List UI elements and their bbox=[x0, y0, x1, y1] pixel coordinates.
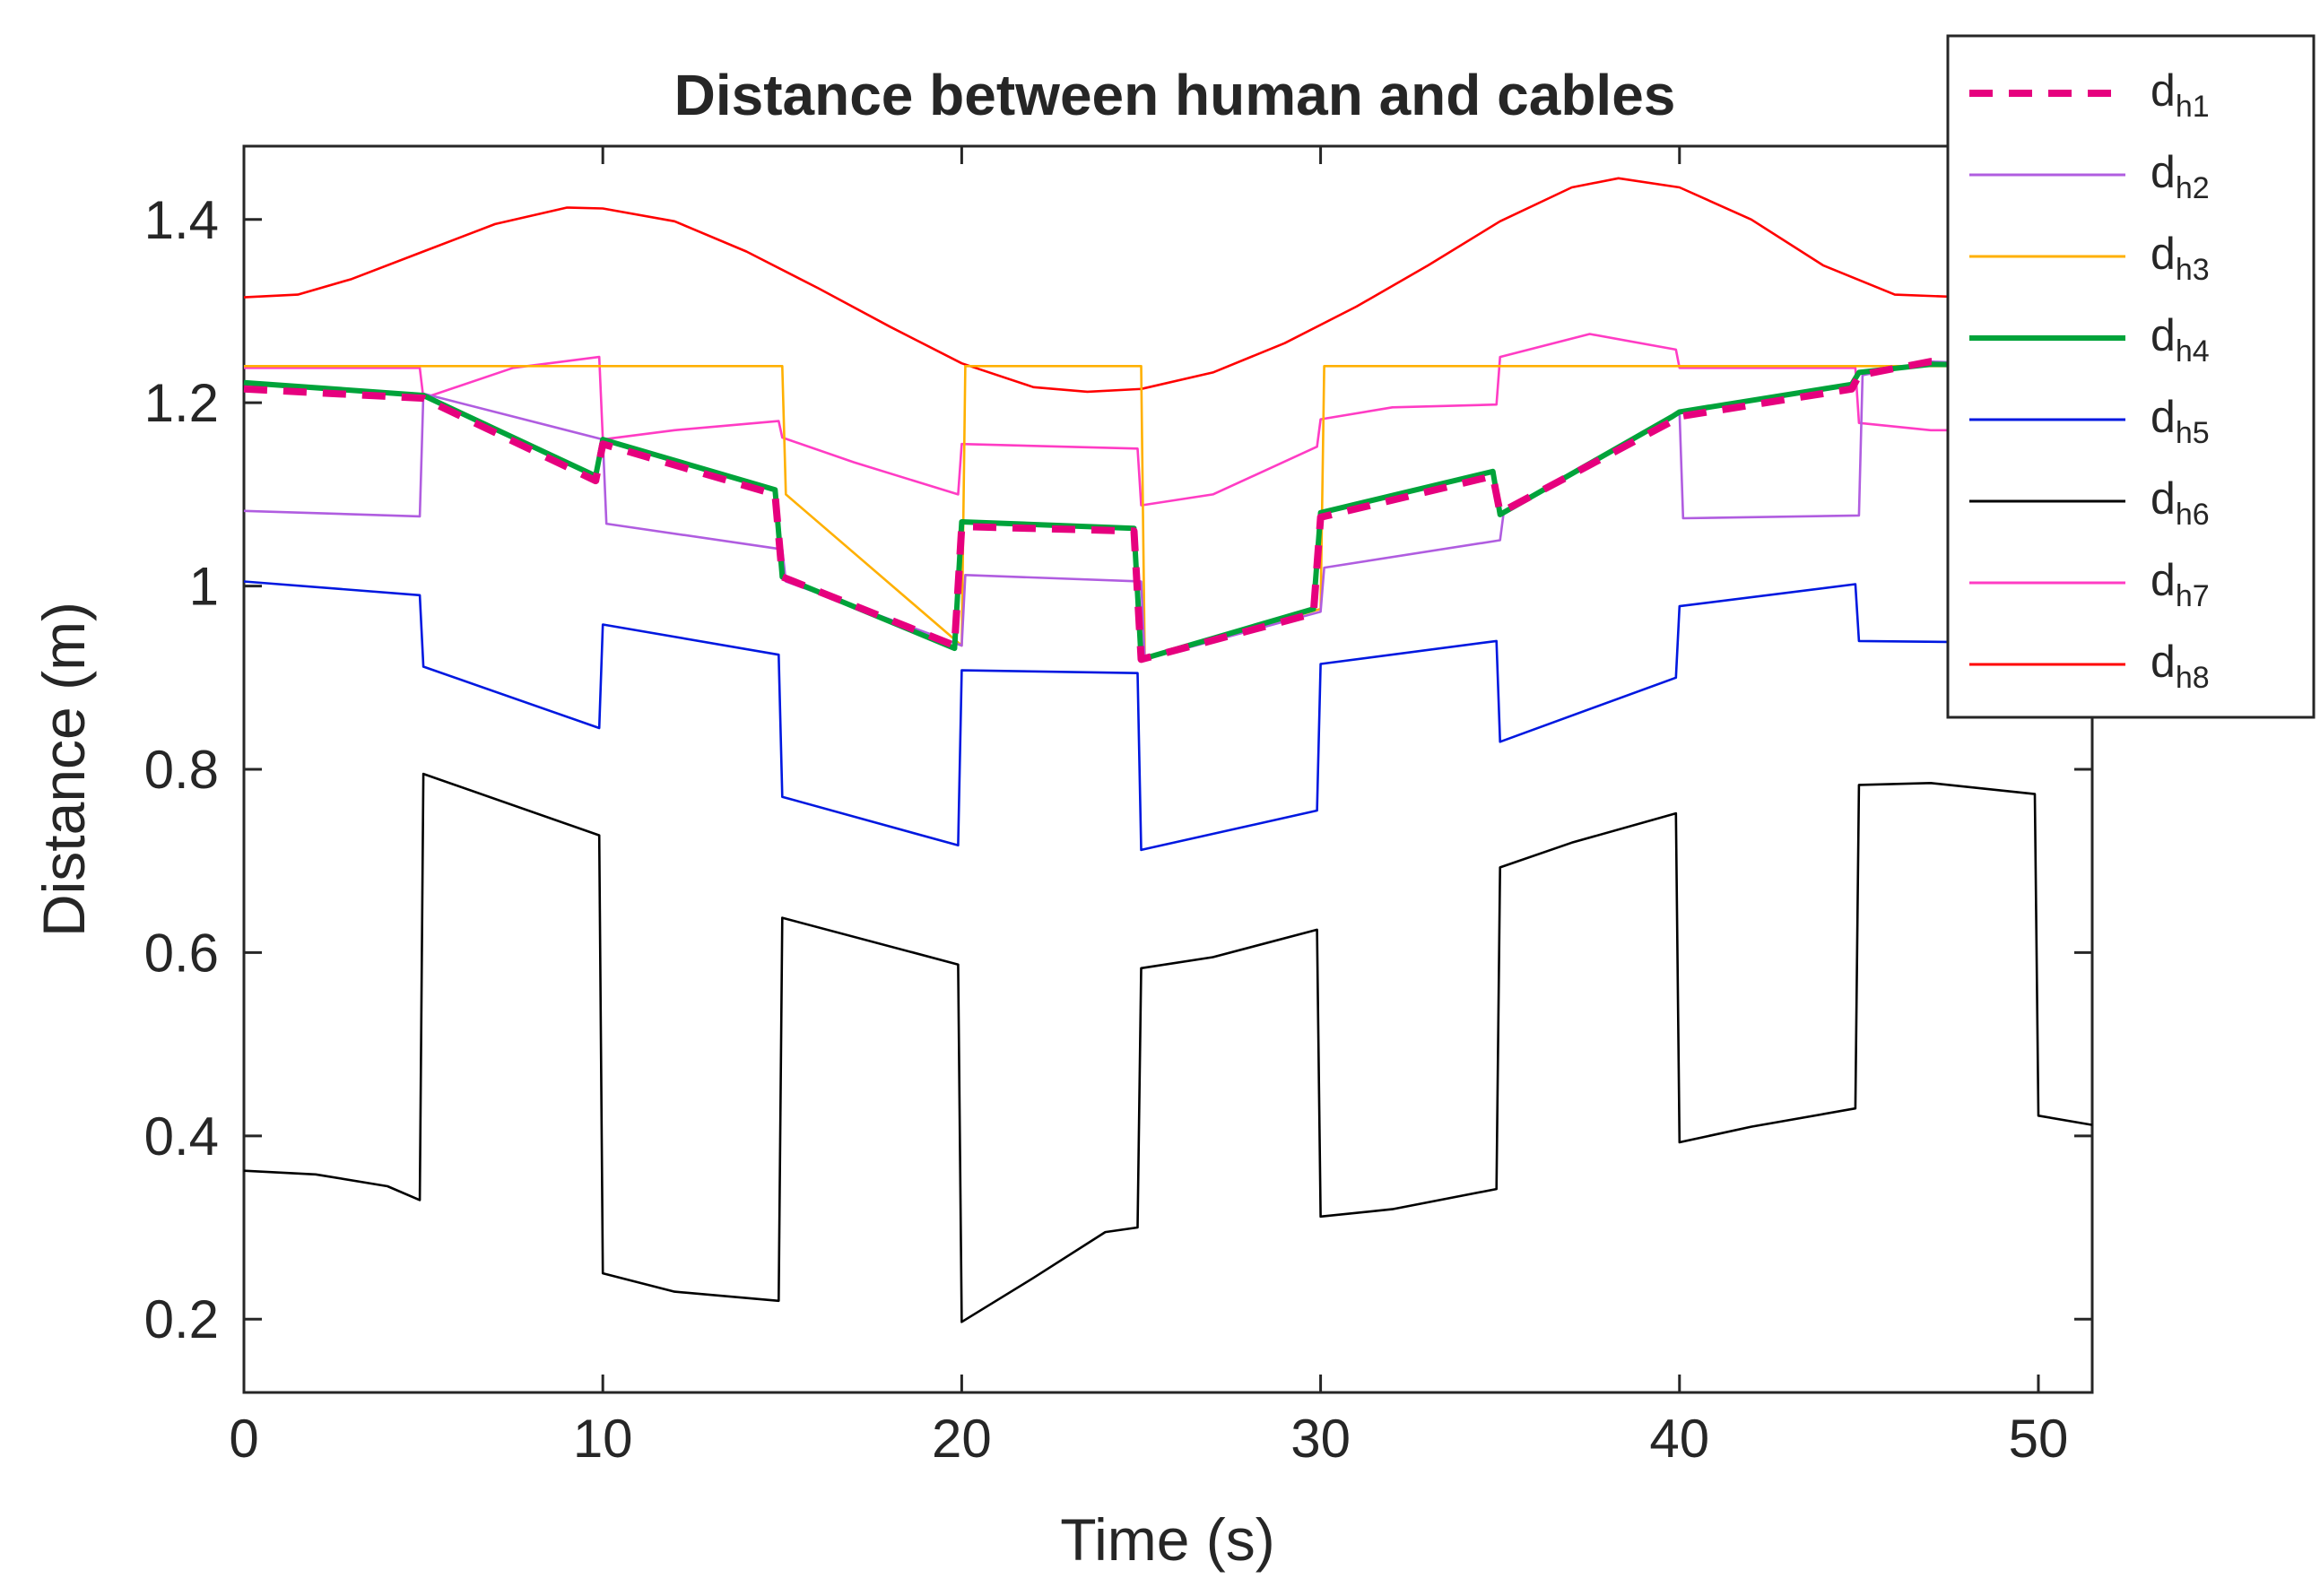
y-tick-label: 0.6 bbox=[144, 923, 219, 983]
series-line-h7 bbox=[244, 333, 2038, 507]
series-line-h4 bbox=[243, 361, 2093, 663]
legend-label-h4: dh4 bbox=[2151, 310, 2210, 369]
series-line-h5 bbox=[243, 580, 2038, 852]
series-layer bbox=[243, 177, 2093, 1323]
x-tick-label: 0 bbox=[229, 1409, 258, 1469]
y-tick-label: 1.4 bbox=[144, 190, 219, 250]
legend-label-subscript: h1 bbox=[2176, 90, 2210, 124]
legend-label-h5: dh5 bbox=[2151, 392, 2210, 450]
x-tick-label: 40 bbox=[1649, 1409, 1709, 1469]
series-line-h2 bbox=[243, 360, 2092, 661]
y-tick-label: 0.8 bbox=[144, 740, 219, 800]
legend-label-h7: dh7 bbox=[2151, 555, 2210, 613]
legend-label-h1: dh1 bbox=[2151, 65, 2210, 124]
y-tick-label: 0.4 bbox=[144, 1106, 219, 1167]
legend-label-subscript: h6 bbox=[2176, 498, 2210, 532]
x-tick-label: 50 bbox=[2009, 1409, 2069, 1469]
legend-label-main: d bbox=[2151, 473, 2176, 524]
legend-label-main: d bbox=[2151, 637, 2176, 687]
legend-label-main: d bbox=[2151, 555, 2176, 605]
legend-label-h8: dh8 bbox=[2151, 637, 2210, 695]
legend-label-main: d bbox=[2151, 65, 2176, 116]
legend-label-subscript: h2 bbox=[2176, 171, 2210, 205]
x-axis-label: Time (s) bbox=[1060, 1506, 1275, 1573]
legend-label-h2: dh2 bbox=[2151, 147, 2210, 205]
x-tick-label: 30 bbox=[1290, 1409, 1351, 1469]
series-line-h6 bbox=[243, 772, 2093, 1323]
legend-label-subscript: h8 bbox=[2176, 661, 2210, 695]
legend-label-h6: dh6 bbox=[2151, 473, 2210, 532]
plot-area-frame bbox=[242, 144, 2094, 1394]
y-tick-label: 0.2 bbox=[144, 1289, 219, 1349]
series-line-h3 bbox=[244, 365, 2092, 661]
legend-box bbox=[1946, 34, 2316, 719]
axis-ticks: 0 10 20 30 40 50 0.2 0.4 0.6 0.8 1 1.2 1.4 bbox=[144, 146, 2092, 1469]
legend-label-main: d bbox=[2151, 392, 2176, 442]
y-tick-label: 1.2 bbox=[144, 373, 219, 433]
legend-label-main: d bbox=[2151, 310, 2176, 360]
legend-label-subscript: h7 bbox=[2176, 579, 2210, 613]
y-axis-label: Distance (m) bbox=[30, 602, 97, 937]
legend-label-subscript: h3 bbox=[2176, 253, 2210, 287]
legend-label-subscript: h5 bbox=[2176, 416, 2210, 450]
legend-label-main: d bbox=[2151, 147, 2176, 197]
x-tick-label: 10 bbox=[573, 1409, 633, 1469]
legend-label-subscript: h4 bbox=[2176, 334, 2210, 369]
x-tick-label: 20 bbox=[932, 1409, 992, 1469]
legend-label-h3: dh3 bbox=[2151, 229, 2210, 287]
y-tick-label: 1 bbox=[189, 557, 219, 617]
series-line-h1 bbox=[243, 358, 2093, 664]
series-line-h8 bbox=[243, 177, 2092, 394]
chart-title: Distance between human and cables bbox=[674, 63, 1676, 127]
legend-label-main: d bbox=[2151, 229, 2176, 279]
